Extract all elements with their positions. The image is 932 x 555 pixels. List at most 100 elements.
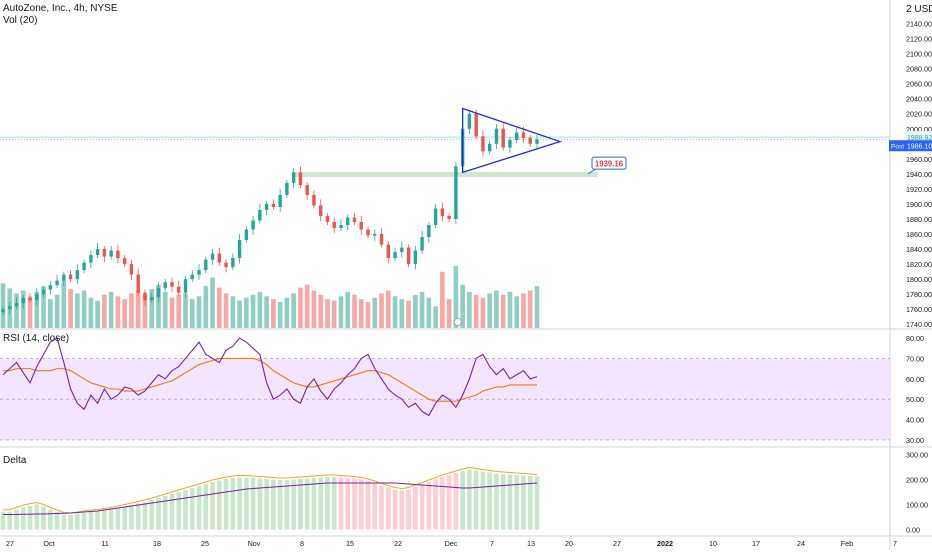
volume-bar	[61, 280, 67, 328]
candle	[521, 132, 526, 138]
volume-bar	[271, 299, 276, 328]
candle	[217, 253, 222, 263]
price-tick-label: 1840.00	[906, 245, 932, 254]
candle	[352, 217, 357, 222]
candle	[170, 282, 174, 287]
delta-bar	[385, 487, 391, 530]
volume-bar	[203, 286, 209, 328]
callout-box	[591, 156, 627, 170]
delta-bar	[271, 479, 276, 530]
volume-bar	[162, 291, 168, 328]
delta-bar	[325, 477, 330, 530]
rsi-tick-label: 60.00	[906, 375, 924, 384]
volume-bar	[453, 266, 459, 328]
candle	[278, 194, 282, 207]
volume-bar	[176, 294, 182, 328]
delta-bar	[358, 479, 364, 530]
candle	[386, 244, 390, 259]
delta-bar	[142, 502, 148, 530]
volume-bar	[507, 291, 513, 328]
candle	[535, 139, 539, 144]
volume-bar	[223, 293, 229, 328]
volume-bar	[149, 289, 155, 328]
volume-bar	[480, 297, 486, 328]
volume-bar	[88, 297, 94, 328]
candle	[177, 286, 181, 293]
candle	[156, 288, 161, 298]
price-tick-label: 2100.00	[906, 50, 932, 59]
candle	[41, 289, 46, 295]
volume-bar	[14, 293, 19, 328]
delta-bar	[467, 469, 472, 530]
volume-bar	[250, 294, 256, 328]
volume-bar	[34, 291, 40, 328]
delta-bar	[473, 470, 479, 530]
delta-bar	[230, 478, 236, 530]
delta-bar	[162, 496, 168, 530]
time-tick-label: 13	[527, 539, 535, 548]
volume-bar	[473, 294, 479, 328]
volume-bar	[500, 294, 506, 328]
candle	[68, 274, 73, 280]
delta-bar	[129, 505, 134, 530]
time-tick-label: 22	[394, 539, 402, 548]
delta-bar	[48, 509, 53, 530]
delta-bar	[223, 479, 229, 530]
price-tick-label: 1780.00	[906, 290, 932, 299]
delta-bar	[318, 477, 323, 530]
delta-bar	[379, 485, 384, 530]
volume-bar	[284, 297, 290, 328]
candle	[116, 250, 120, 259]
candle	[528, 137, 532, 144]
delta-bar	[500, 474, 506, 530]
delta-bar	[210, 482, 215, 530]
candle	[8, 306, 12, 310]
vol-label: Vol (20)	[3, 15, 38, 26]
time-tick-label: 8	[300, 539, 304, 548]
volume-bar	[210, 277, 215, 328]
delta-bar	[88, 512, 94, 530]
candle	[501, 128, 505, 148]
delta-bar	[345, 478, 351, 530]
candle	[494, 128, 499, 144]
candle	[285, 182, 289, 195]
candle	[420, 237, 424, 251]
candle	[48, 285, 53, 290]
candle	[251, 220, 255, 230]
delta-bar	[291, 479, 296, 530]
delta-bar	[311, 478, 317, 530]
candle	[467, 113, 472, 129]
candle	[366, 229, 370, 236]
delta-bar	[487, 472, 492, 530]
price-tick-label: 2060.00	[906, 80, 932, 89]
delta-bar	[183, 490, 188, 530]
candle	[427, 225, 431, 238]
candle	[224, 262, 228, 268]
delta-bar	[115, 508, 121, 530]
volume-bar	[487, 293, 492, 328]
delta-bar	[426, 482, 432, 530]
volume-bar	[122, 299, 127, 328]
candle	[481, 136, 485, 152]
volume-bar	[514, 296, 520, 328]
time-tick-label: 24	[797, 539, 805, 548]
delta-bar	[460, 471, 465, 530]
time-tick-label: Oct	[43, 539, 54, 548]
delta-bar	[95, 511, 100, 530]
currency-label: 2 USD	[906, 4, 932, 15]
volume-bar	[460, 284, 465, 328]
volume-bar	[304, 284, 310, 328]
time-tick-label: 7	[490, 539, 494, 548]
volume-bar	[433, 306, 438, 328]
candle	[440, 208, 445, 216]
volume-bar	[20, 290, 26, 328]
earnings-marker	[453, 318, 462, 326]
candle	[359, 222, 363, 230]
volume-bar	[217, 287, 222, 328]
delta-bar	[68, 515, 73, 530]
volume-bar	[41, 286, 46, 328]
time-tick-label: Nov	[248, 539, 261, 548]
delta-bar	[277, 480, 283, 530]
volume-bar	[446, 299, 452, 328]
